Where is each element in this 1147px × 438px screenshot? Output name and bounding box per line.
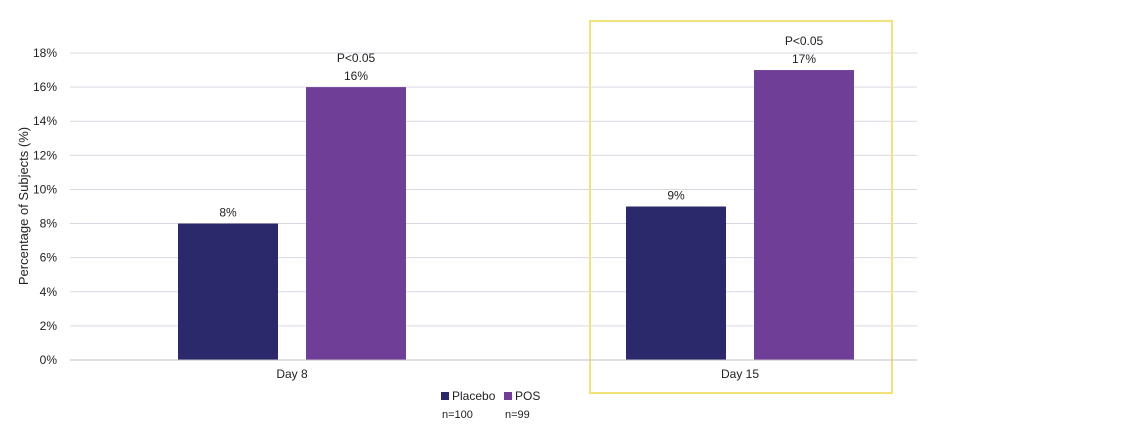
bar-placebo-day-8 [178,223,278,360]
data-label: 8% [219,206,237,220]
y-tick-label: 6% [40,251,58,265]
y-tick-label: 8% [40,217,58,231]
y-tick-label: 14% [33,114,57,128]
y-axis-title: Percentage of Subjects (%) [16,127,31,285]
bars [178,70,854,361]
legend-swatch-pos [504,392,512,400]
significance-annotation: P<0.05 [337,51,376,65]
y-tick-label: 2% [40,319,58,333]
legend: Placebo n=100 POS n=99 [441,389,540,421]
legend-swatch-placebo [441,392,449,400]
y-tick-label: 16% [33,80,57,94]
x-axis: Day 8 Day 15 [70,359,917,381]
highlight-box [589,20,893,394]
y-tick-label: 10% [33,182,57,196]
x-tick-label: Day 8 [276,367,308,381]
bar-pos-day-8 [306,87,406,360]
data-label: 9% [667,189,685,203]
y-tick-label: 18% [33,46,57,60]
y-tick-label: 0% [40,353,58,367]
y-tick-label: 12% [33,148,57,162]
bar-pos-day-15 [754,70,854,361]
legend-n-pos: n=99 [505,409,530,421]
data-label: 16% [344,69,368,83]
x-tick-label: Day 15 [721,367,759,381]
significance-annotation: P<0.05 [785,34,824,48]
data-labels: 8% 16% P<0.05 9% 17% P<0.05 [219,34,823,220]
highlight-box-layer [589,20,893,394]
legend-n-placebo: n=100 [442,409,473,421]
y-tick-label: 4% [40,285,58,299]
y-axis: 0% 2% 4% 6% 8% 10% 12% 14% 16% 18% [33,46,57,367]
data-label: 17% [792,52,816,66]
legend-label-placebo: Placebo [452,389,496,403]
bar-placebo-day-15 [626,206,726,360]
legend-label-pos: POS [515,389,540,403]
